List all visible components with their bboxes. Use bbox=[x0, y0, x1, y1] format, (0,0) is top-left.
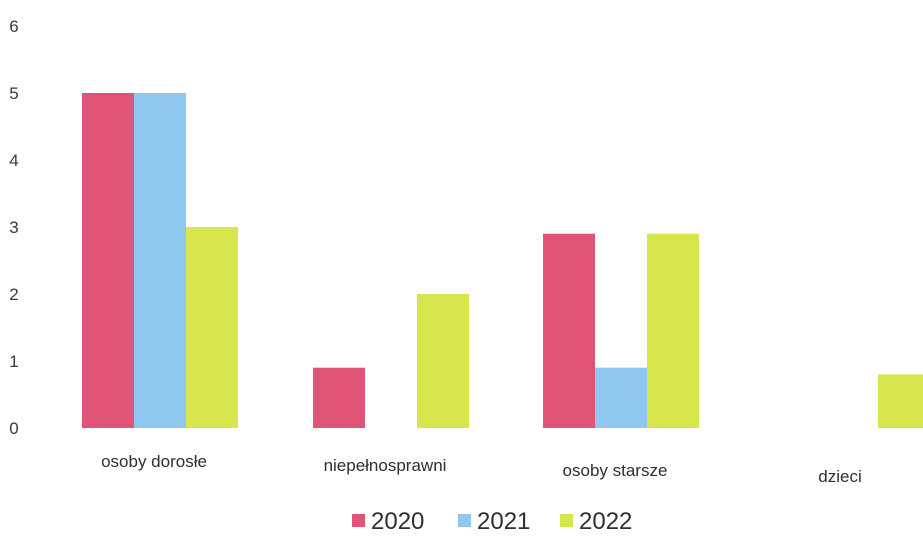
y-tick-label: 0 bbox=[9, 419, 18, 438]
bar-2022-3 bbox=[647, 233, 699, 428]
bars bbox=[82, 93, 923, 428]
y-axis: 0 1 2 3 4 5 6 bbox=[9, 17, 18, 438]
x-axis-labels: osoby dorosłe niepełnosprawni osoby starsz… bbox=[101, 452, 862, 486]
legend-swatch-2020 bbox=[352, 514, 365, 527]
bar-2022-1 bbox=[186, 227, 238, 428]
bar-2020-1 bbox=[82, 93, 134, 428]
category-label: osoby starsze bbox=[563, 461, 668, 480]
legend-label-2022: 2022 bbox=[579, 508, 632, 535]
y-tick-label: 2 bbox=[9, 285, 18, 304]
y-tick-label: 5 bbox=[9, 84, 18, 103]
category-label: dzieci bbox=[818, 467, 861, 486]
category-label: niepełnosprawni bbox=[324, 456, 447, 475]
y-tick-label: 3 bbox=[9, 218, 18, 237]
legend-swatch-2021 bbox=[458, 514, 471, 527]
bar-2020-3 bbox=[543, 233, 595, 428]
bar-2021-3 bbox=[595, 367, 647, 428]
legend-label-2021: 2021 bbox=[477, 508, 530, 535]
y-tick-label: 4 bbox=[9, 151, 18, 170]
category-label: osoby dorosłe bbox=[101, 452, 207, 471]
legend-swatch-2022 bbox=[560, 514, 573, 527]
bar-2022-4 bbox=[878, 374, 923, 428]
y-tick-label: 6 bbox=[9, 17, 18, 36]
bar-2020-2 bbox=[313, 367, 365, 428]
legend-label-2020: 2020 bbox=[371, 508, 424, 535]
bar-2022-2 bbox=[417, 294, 469, 428]
legend: 2020 2021 2022 bbox=[352, 508, 632, 535]
bar-2021-1 bbox=[134, 93, 186, 428]
y-tick-label: 1 bbox=[9, 352, 18, 371]
